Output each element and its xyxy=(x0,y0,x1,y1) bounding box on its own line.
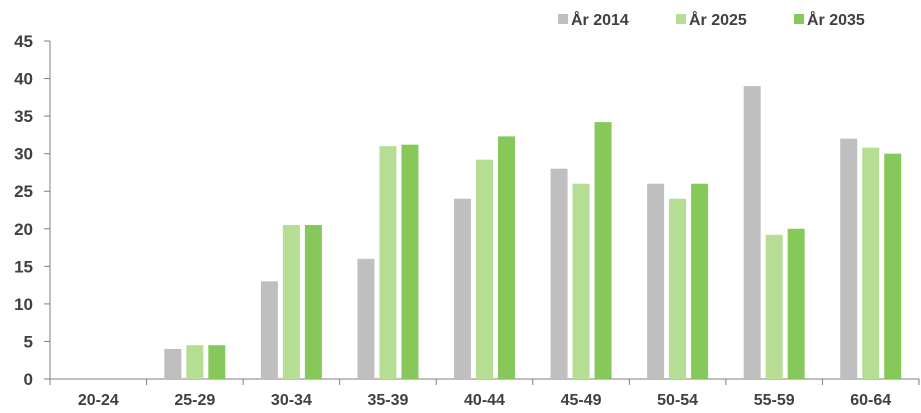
bar-år-2014-40-44 xyxy=(454,198,471,379)
y-tick-label: 45 xyxy=(14,32,33,51)
bar-år-2014-60-64 xyxy=(840,138,858,379)
y-tick-label: 25 xyxy=(14,182,33,201)
bar-år-2025-55-59 xyxy=(765,234,783,379)
bar-år-2035-35-39 xyxy=(401,144,419,379)
legend-swatch xyxy=(676,14,686,24)
x-tick-label: 30-34 xyxy=(271,392,312,409)
bar-år-2035-25-29 xyxy=(208,345,226,379)
bar-år-2035-55-59 xyxy=(787,228,805,379)
y-tick-label: 0 xyxy=(24,370,33,389)
bar-år-2014-55-59 xyxy=(743,86,761,380)
legend-label: År 2025 xyxy=(689,10,747,29)
y-tick-label: 15 xyxy=(14,257,33,276)
bar-år-2035-45-49 xyxy=(594,122,612,380)
x-tick-label: 60-64 xyxy=(850,392,891,409)
y-tick-label: 40 xyxy=(14,70,33,89)
bar-år-2025-25-29 xyxy=(186,345,204,379)
bar-år-2014-35-39 xyxy=(357,258,375,379)
bar-år-2014-45-49 xyxy=(550,168,568,379)
bar-år-2014-30-34 xyxy=(260,281,278,379)
y-tick-label: 30 xyxy=(14,145,33,164)
x-tick-label: 55-59 xyxy=(754,392,795,409)
x-tick-label: 45-49 xyxy=(561,392,602,409)
x-axis: 20-24 25-29 30-34 35-39 40-44 45-49 50-54 55-59… xyxy=(49,378,920,409)
x-tick-label: 35-39 xyxy=(367,392,408,409)
y-tick-label: 5 xyxy=(24,332,33,351)
y-tick-label: 35 xyxy=(14,107,33,126)
bar-år-2014-25-29 xyxy=(164,348,182,379)
bar-år-2025-45-49 xyxy=(572,183,590,379)
x-tick-label: 40-44 xyxy=(464,392,505,409)
x-tick-label: 25-29 xyxy=(174,392,215,409)
bar-år-2025-30-34 xyxy=(282,225,300,379)
x-tick-label: 50-54 xyxy=(657,392,698,409)
bar-år-2035-60-64 xyxy=(884,153,902,379)
legend: År 2014 År 2025 År 2035 xyxy=(558,10,865,29)
y-axis: 0 5 10 15 20 25 30 35 40 45 xyxy=(14,32,51,389)
legend-label: År 2014 xyxy=(571,10,629,29)
bar-år-2035-40-44 xyxy=(498,136,515,379)
y-tick-label: 20 xyxy=(14,220,33,239)
bar-år-2025-50-54 xyxy=(669,198,687,379)
bar-år-2014-50-54 xyxy=(647,183,665,379)
legend-swatch xyxy=(794,14,804,24)
bar-år-2035-30-34 xyxy=(304,225,322,379)
legend-label: År 2035 xyxy=(807,10,865,29)
bar-år-2025-35-39 xyxy=(379,146,397,379)
bar-år-2035-50-54 xyxy=(691,183,709,379)
bars xyxy=(164,86,902,380)
y-tick-label: 10 xyxy=(14,295,33,314)
bar-år-2025-60-64 xyxy=(862,147,880,379)
legend-swatch xyxy=(558,14,568,24)
x-tick-label: 20-24 xyxy=(78,392,119,409)
bar-år-2025-40-44 xyxy=(476,159,493,379)
